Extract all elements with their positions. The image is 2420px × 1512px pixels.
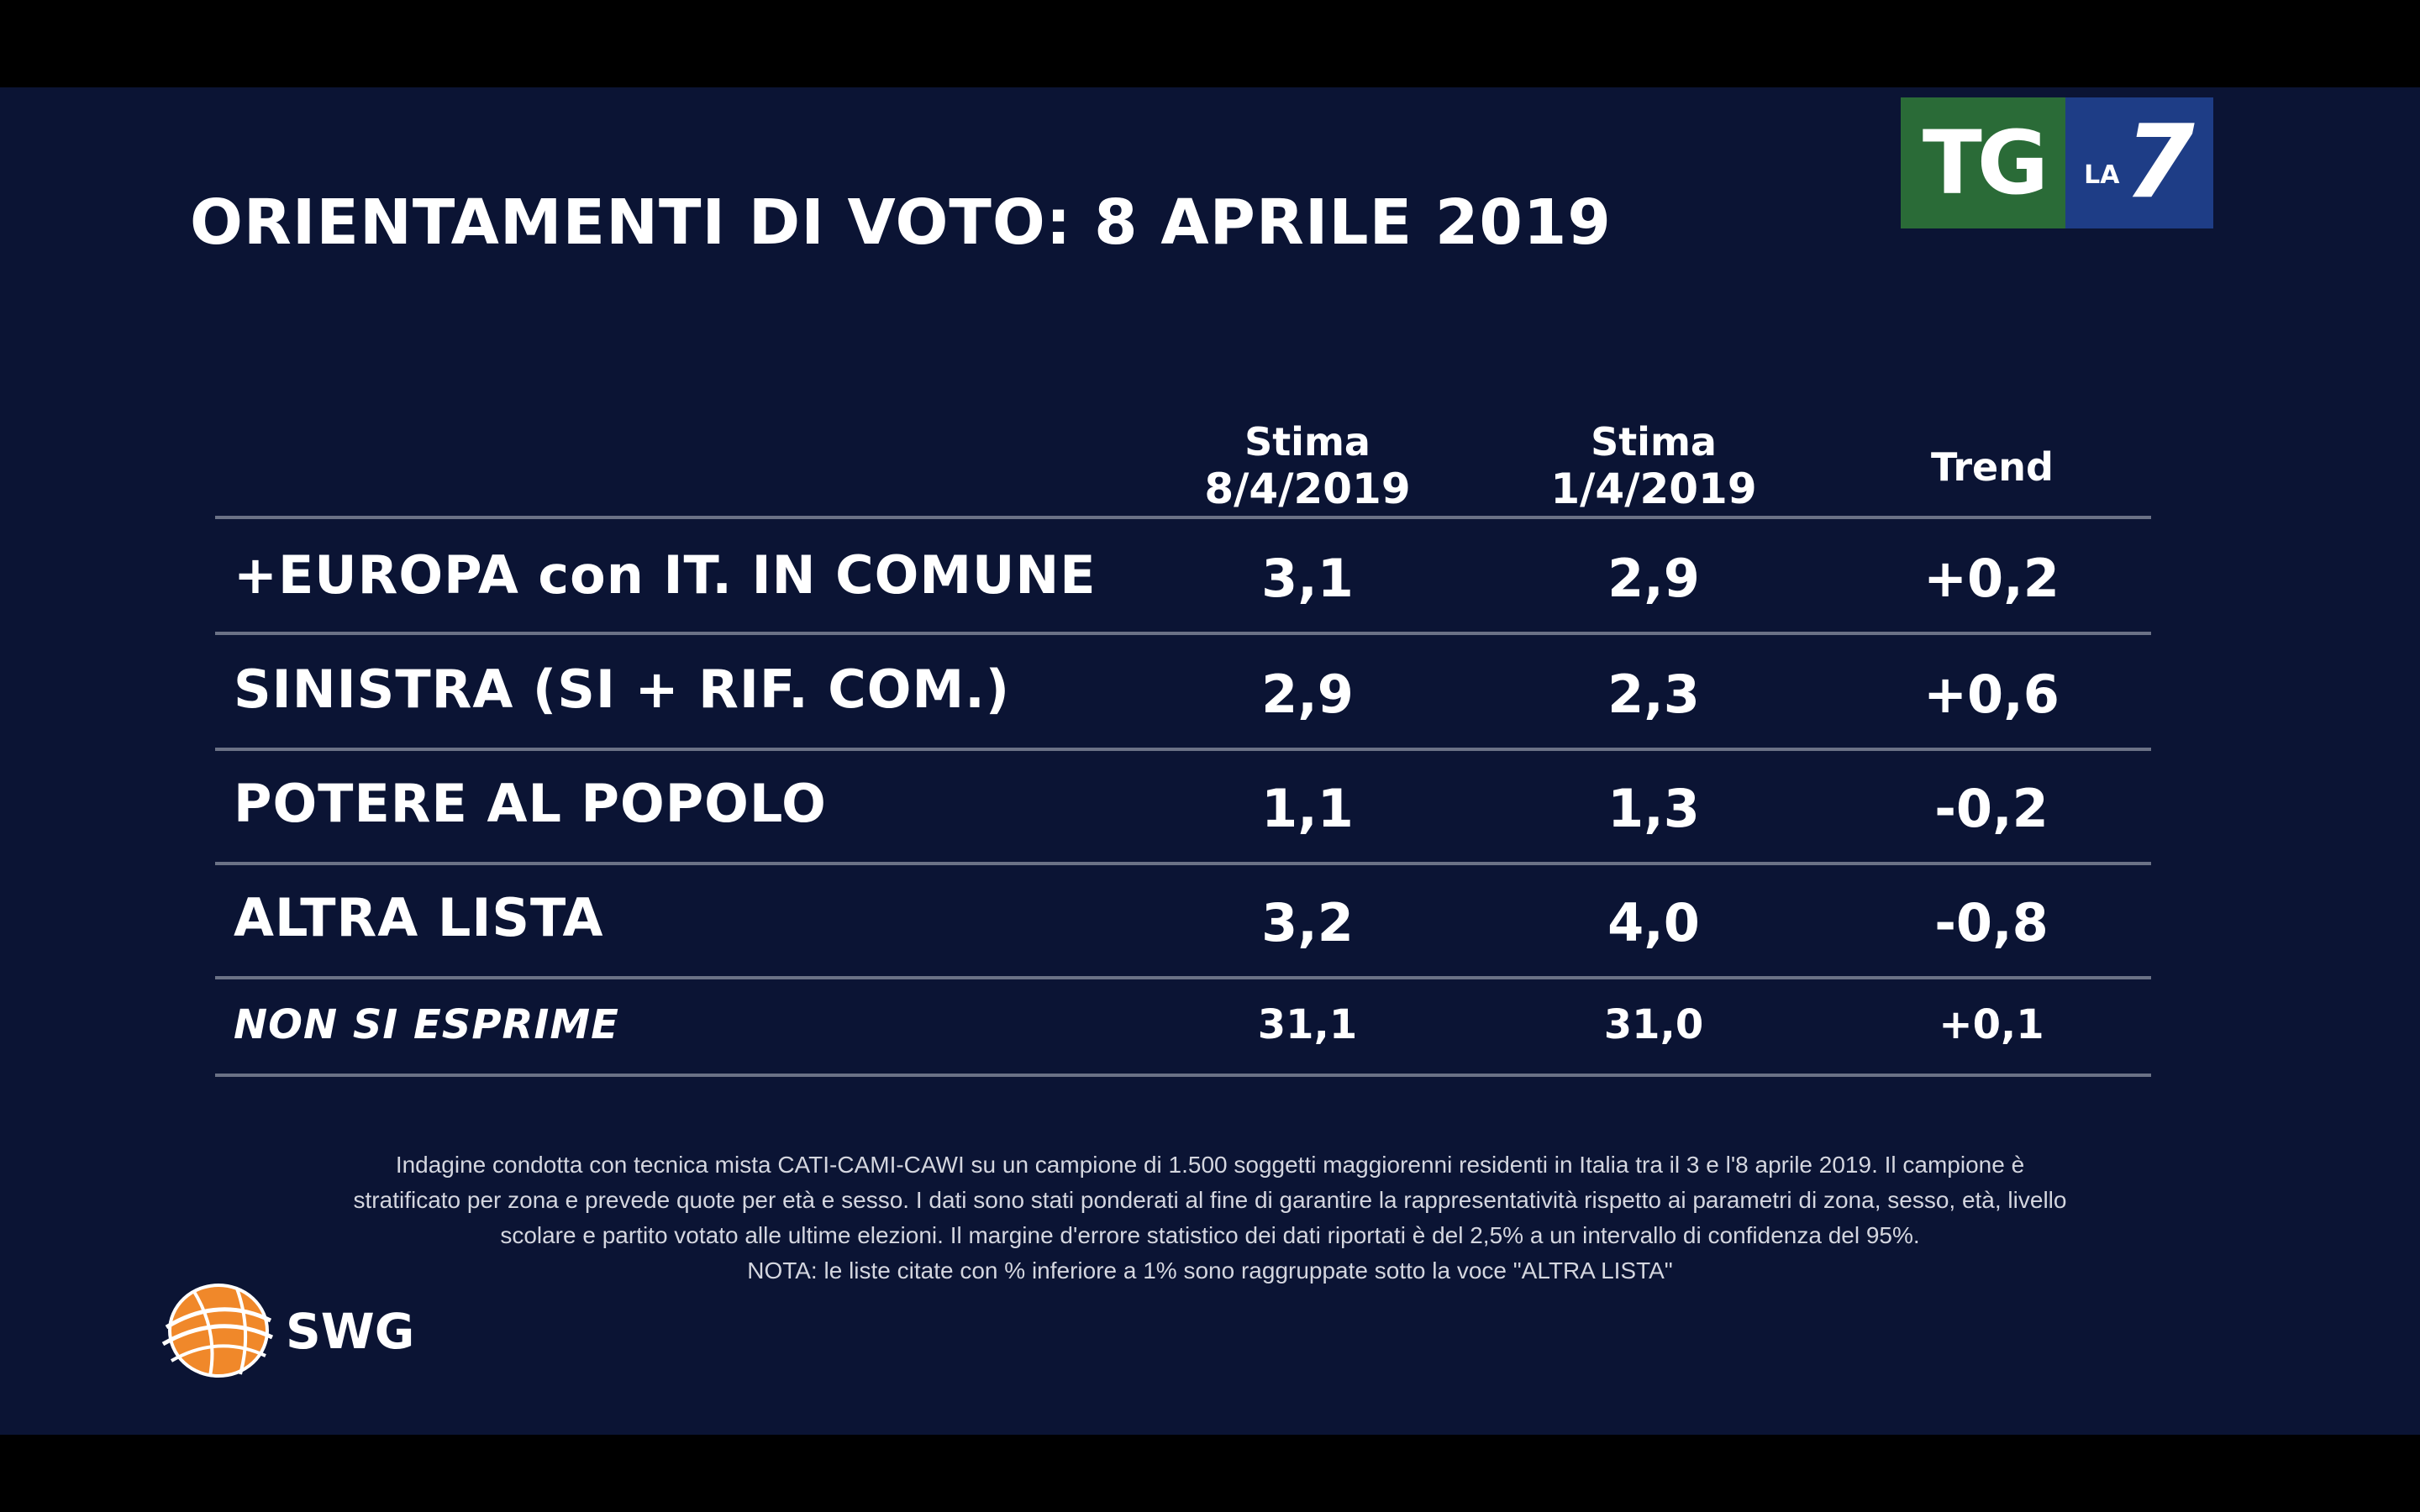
column-header-stima-1-4: Stima 1/4/2019	[1528, 418, 1780, 512]
trend-value: -0,2	[1934, 778, 2049, 839]
footnote-note: NOTA: le liste citate con % inferiore a …	[747, 1257, 1673, 1284]
table-header: Stima 8/4/2019 Stima 1/4/2019 Trend	[215, 319, 2151, 521]
table-row: SINISTRA (SI + RIF. COM.) 2,9 2,3 +0,6	[215, 635, 2151, 748]
column-header-line2: 1/4/2019	[1550, 465, 1757, 513]
table-rule	[215, 862, 2151, 865]
table-rule	[215, 1074, 2151, 1077]
stima-1-4-value: 1,3	[1607, 778, 1700, 839]
stima-1-4-value: 31,0	[1603, 1001, 1704, 1048]
column-header-line1: Trend	[1931, 444, 2054, 490]
trend-value: -0,8	[1934, 892, 2049, 953]
party-name: +EUROPA con IT. IN COMUNE	[234, 544, 1097, 606]
broadcast-frame	[0, 87, 2420, 1435]
stima-8-4-value: 2,9	[1261, 664, 1354, 725]
column-header-line1: Stima	[1591, 419, 1717, 465]
methodology-footnote: Indagine condotta con tecnica mista CATI…	[168, 1147, 2252, 1289]
swg-logo: SWG	[160, 1278, 414, 1384]
column-header-stima-8-4: Stima 8/4/2019	[1181, 418, 1434, 512]
trend-value: +0,2	[1923, 548, 2060, 609]
footnote-line: stratificato per zona e prevede quote pe…	[353, 1187, 2067, 1213]
stima-8-4-value: 3,2	[1261, 892, 1354, 953]
stima-1-4-value: 2,9	[1607, 548, 1700, 609]
logo-tg: TG	[1901, 97, 2065, 228]
page-title: ORIENTAMENTI DI VOTO: 8 APRILE 2019	[190, 186, 1612, 259]
logo-la: LA	[2084, 160, 2120, 190]
party-name: ALTRA LISTA	[234, 887, 604, 948]
party-name: POTERE AL POPOLO	[234, 773, 827, 834]
footnote-line: Indagine condotta con tecnica mista CATI…	[395, 1152, 2025, 1178]
column-header-trend: Trend	[1896, 444, 2089, 491]
trend-value: +0,1	[1939, 1001, 2044, 1048]
table-rule	[215, 516, 2151, 519]
trend-value: +0,6	[1923, 664, 2060, 725]
column-header-line2: 8/4/2019	[1204, 465, 1411, 513]
stima-8-4-value: 1,1	[1261, 778, 1354, 839]
table-row: ALTRA LISTA 3,2 4,0 -0,8	[215, 865, 2151, 976]
table-row: POTERE AL POPOLO 1,1 1,3 -0,2	[215, 751, 2151, 862]
stima-1-4-value: 2,3	[1607, 664, 1700, 725]
table-rule	[215, 976, 2151, 979]
swg-label: SWG	[286, 1303, 415, 1360]
stima-1-4-value: 4,0	[1607, 892, 1700, 953]
logo-la7: LA 7	[2065, 97, 2213, 228]
footnote-line: scolare e partito votato alle ultime ele…	[500, 1222, 1920, 1248]
logo-seven: 7	[2124, 104, 2195, 221]
party-name: NON SI ESPRIME	[234, 1001, 619, 1048]
table-row: +EUROPA con IT. IN COMUNE 3,1 2,9 +0,2	[215, 519, 2151, 632]
table-rule	[215, 748, 2151, 751]
tg-la7-logo: TG LA 7	[1901, 97, 2213, 228]
table-rule	[215, 632, 2151, 635]
globe-icon	[161, 1284, 274, 1378]
column-header-line1: Stima	[1244, 419, 1370, 465]
stima-8-4-value: 31,1	[1257, 1001, 1358, 1048]
stima-8-4-value: 3,1	[1261, 548, 1354, 609]
party-name: SINISTRA (SI + RIF. COM.)	[234, 659, 1011, 720]
table-row: NON SI ESPRIME 31,1 31,0 +0,1	[215, 979, 2151, 1074]
